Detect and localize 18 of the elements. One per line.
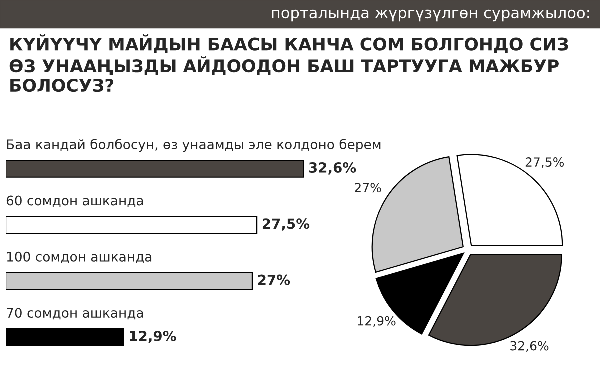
data-label: 27% [355, 183, 382, 193]
chart-title: КҮЙҮҮЧҮ МАЙДЫН БААСЫ КАНЧА СОМ БОЛГОНДО СИЗ ӨЗ УНААҢЫЗДЫ АЙДООДОН БАШ ТАРТУУГА МАЖБУР БОЛОСУЗ? [10, 34, 568, 92]
data-label: 27,5% [262, 218, 310, 231]
data-label: 32,6% [510, 341, 549, 352]
bar [6, 328, 124, 346]
bar [6, 216, 258, 234]
y-tick-label: 70 сомдон ашканда [7, 308, 144, 320]
y-tick-label: 60 сомдон ашканда [6, 196, 144, 208]
data-label: 27% [258, 274, 290, 286]
y-tick-label: Баа кандай болбосун, өз унаамды эле колдоно берем [7, 139, 381, 152]
data-label: 32,6% [309, 162, 356, 175]
data-label: 27,5% [526, 158, 564, 168]
bar [6, 272, 254, 290]
y-tick-label: 100 сомдон ашканда [7, 252, 152, 264]
text: порталында жүргүзүлгөн сурамжылоо: [272, 10, 590, 22]
data-label: 12,9% [358, 316, 396, 328]
bar [6, 160, 304, 178]
data-label: 12,9% [130, 330, 176, 344]
